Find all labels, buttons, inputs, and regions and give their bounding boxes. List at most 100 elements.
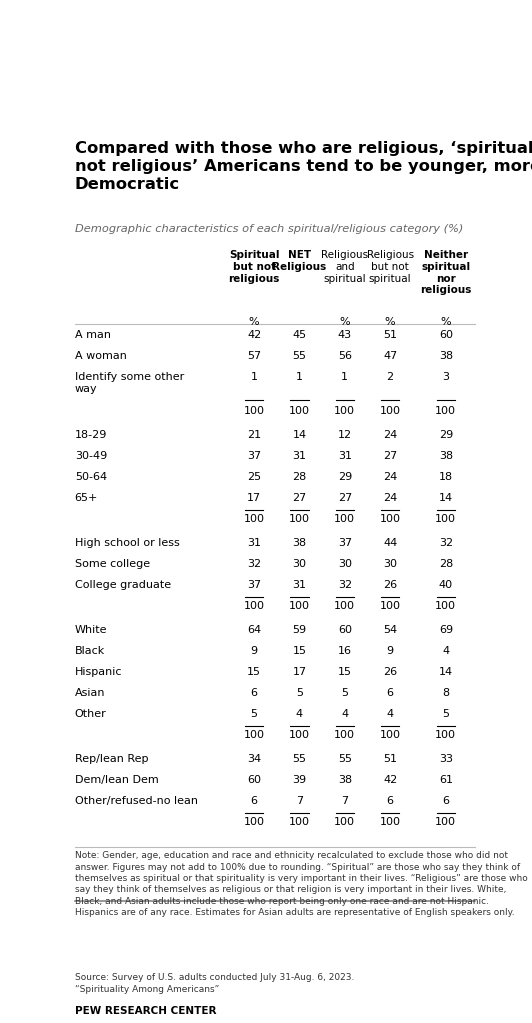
Text: 43: 43: [338, 330, 352, 340]
Text: 25: 25: [247, 472, 261, 482]
Text: Neither
spiritual
nor
religious: Neither spiritual nor religious: [420, 251, 471, 296]
Text: 55: 55: [293, 351, 306, 361]
Text: 54: 54: [383, 625, 397, 634]
Text: 44: 44: [383, 538, 397, 547]
Text: 60: 60: [247, 775, 261, 785]
Text: 6: 6: [442, 796, 450, 806]
Text: 100: 100: [380, 406, 401, 416]
Text: 18-29: 18-29: [74, 430, 107, 440]
Text: PEW RESEARCH CENTER: PEW RESEARCH CENTER: [74, 1007, 216, 1016]
Text: 100: 100: [380, 515, 401, 524]
Text: 100: 100: [435, 515, 456, 524]
Text: 38: 38: [439, 351, 453, 361]
Text: 100: 100: [289, 515, 310, 524]
Text: 28: 28: [439, 559, 453, 569]
Text: White: White: [74, 625, 107, 634]
Text: 30: 30: [383, 559, 397, 569]
Text: 31: 31: [293, 451, 306, 460]
Text: %: %: [385, 317, 395, 327]
Text: 27: 27: [292, 493, 306, 503]
Text: 38: 38: [293, 538, 306, 547]
Text: 5: 5: [296, 688, 303, 698]
Text: %: %: [339, 317, 350, 327]
Text: 26: 26: [383, 580, 397, 590]
Text: 45: 45: [293, 330, 306, 340]
Text: Rep/lean Rep: Rep/lean Rep: [74, 754, 148, 764]
Text: 60: 60: [338, 625, 352, 634]
Text: Compared with those who are religious, ‘spiritual but
not religious’ Americans t: Compared with those who are religious, ‘…: [74, 141, 532, 192]
Text: 5: 5: [342, 688, 348, 698]
Text: 4: 4: [296, 709, 303, 719]
Text: 28: 28: [292, 472, 306, 482]
Text: 14: 14: [439, 493, 453, 503]
Text: 38: 38: [439, 451, 453, 460]
Text: 29: 29: [439, 430, 453, 440]
Text: 4: 4: [442, 646, 450, 656]
Text: 32: 32: [439, 538, 453, 547]
Text: 51: 51: [383, 754, 397, 764]
Text: 61: 61: [439, 775, 453, 785]
Text: 6: 6: [387, 688, 394, 698]
Text: 100: 100: [334, 602, 355, 611]
Text: Source: Survey of U.S. adults conducted July 31-Aug. 6, 2023.
“Spirituality Amon: Source: Survey of U.S. adults conducted …: [74, 973, 354, 993]
Text: 60: 60: [439, 330, 453, 340]
Text: 4: 4: [387, 709, 394, 719]
Text: 15: 15: [338, 667, 352, 677]
Text: 39: 39: [293, 775, 306, 785]
Text: 37: 37: [247, 451, 261, 460]
Text: A man: A man: [74, 330, 111, 340]
Text: Hispanic: Hispanic: [74, 667, 122, 677]
Text: 69: 69: [439, 625, 453, 634]
Text: 100: 100: [380, 817, 401, 828]
Text: 56: 56: [338, 351, 352, 361]
Text: 42: 42: [247, 330, 261, 340]
Text: 100: 100: [289, 602, 310, 611]
Text: 2: 2: [387, 372, 394, 383]
Text: 47: 47: [383, 351, 397, 361]
Text: 100: 100: [435, 817, 456, 828]
Text: %: %: [249, 317, 260, 327]
Text: 3: 3: [442, 372, 450, 383]
Text: Note: Gender, age, education and race and ethnicity recalculated to exclude thos: Note: Gender, age, education and race an…: [74, 851, 528, 918]
Text: A woman: A woman: [74, 351, 127, 361]
Text: 55: 55: [293, 754, 306, 764]
Text: 7: 7: [296, 796, 303, 806]
Text: 1: 1: [296, 372, 303, 383]
Text: 100: 100: [289, 730, 310, 741]
Text: 1: 1: [251, 372, 257, 383]
Text: 6: 6: [251, 688, 257, 698]
Text: 37: 37: [338, 538, 352, 547]
Text: College graduate: College graduate: [74, 580, 171, 590]
Text: 27: 27: [383, 451, 397, 460]
Text: Black: Black: [74, 646, 105, 656]
Text: Some college: Some college: [74, 559, 150, 569]
Text: 100: 100: [244, 602, 264, 611]
Text: High school or less: High school or less: [74, 538, 179, 547]
Text: 42: 42: [383, 775, 397, 785]
Text: Religious
and
spiritual: Religious and spiritual: [321, 251, 368, 283]
Text: 40: 40: [439, 580, 453, 590]
Text: 30: 30: [338, 559, 352, 569]
Text: 100: 100: [380, 602, 401, 611]
Text: 24: 24: [383, 493, 397, 503]
Text: 27: 27: [338, 493, 352, 503]
Text: 24: 24: [383, 472, 397, 482]
Text: 100: 100: [435, 406, 456, 416]
Text: 14: 14: [293, 430, 306, 440]
Text: 100: 100: [289, 406, 310, 416]
Text: 55: 55: [338, 754, 352, 764]
Text: 31: 31: [247, 538, 261, 547]
Text: 24: 24: [383, 430, 397, 440]
Text: Religious
but not
spiritual: Religious but not spiritual: [367, 251, 414, 283]
Text: Dem/lean Dem: Dem/lean Dem: [74, 775, 159, 785]
Text: 100: 100: [334, 515, 355, 524]
Text: Other/refused-no lean: Other/refused-no lean: [74, 796, 198, 806]
Text: 16: 16: [338, 646, 352, 656]
Text: 7: 7: [341, 796, 348, 806]
Text: 5: 5: [251, 709, 257, 719]
Text: 4: 4: [341, 709, 348, 719]
Text: 50-64: 50-64: [74, 472, 107, 482]
Text: 38: 38: [338, 775, 352, 785]
Text: 26: 26: [383, 667, 397, 677]
Text: 100: 100: [435, 730, 456, 741]
